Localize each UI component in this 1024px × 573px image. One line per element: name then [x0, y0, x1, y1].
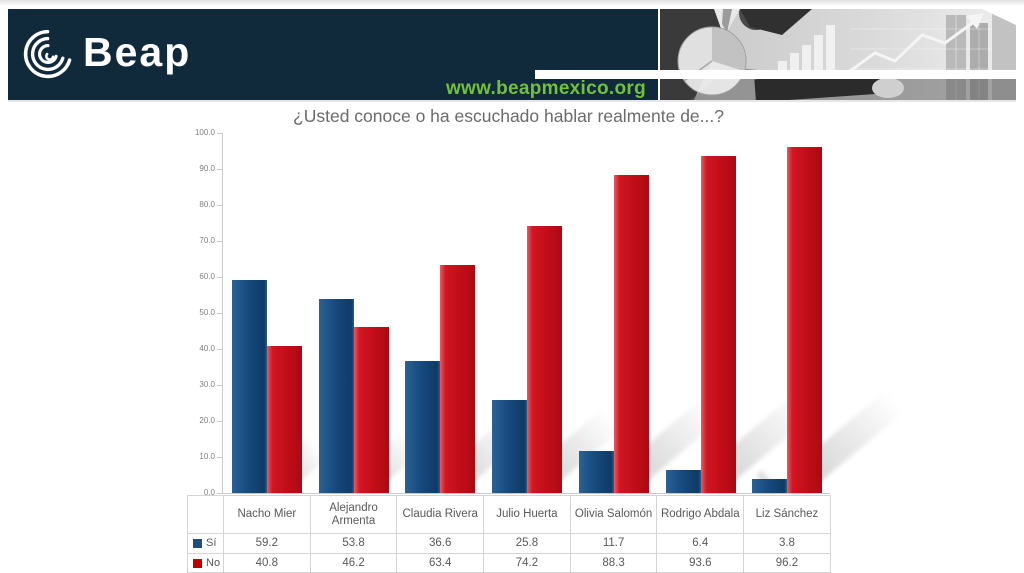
value-si-1: 53.8: [310, 534, 398, 554]
bar-no-4: [613, 175, 649, 493]
value-no-2: 63.4: [397, 554, 485, 573]
value-si-4: 11.7: [570, 534, 658, 554]
banner-white-stripe: [535, 70, 1016, 79]
y-axis-tick: [217, 168, 222, 170]
y-axis-tick: [217, 276, 222, 278]
legend-label: No: [206, 556, 221, 569]
bar-si-1: [318, 299, 354, 493]
legend-cell-no: No: [188, 554, 224, 573]
data-table: Nacho Mier Alejandro Armenta Claudia River…: [187, 495, 831, 573]
photo-corner-cut: [982, 9, 1016, 25]
header-banner: Beap www.beapmexico.org: [8, 9, 1016, 102]
category-header-4: Olivia Salomón: [570, 496, 658, 534]
bar-no-5: [700, 156, 736, 493]
value-no-4: 88.3: [570, 554, 658, 573]
y-axis-label: 60.0: [199, 272, 215, 281]
bar-si-4: [578, 450, 614, 493]
value-no-5: 93.6: [657, 554, 745, 573]
y-axis-label: 90.0: [199, 164, 215, 173]
value-no-6: 96.2: [744, 554, 831, 573]
beap-swirl-icon: [23, 29, 73, 79]
chart-title: ¿Usted conoce o ha escuchado hablar real…: [293, 106, 724, 126]
beap-logo-text: Beap: [83, 28, 192, 75]
legend-swatch-no: [193, 558, 202, 568]
legend-cell-si: Sí: [188, 534, 224, 554]
top-edge-strip: [0, 0, 1024, 6]
category-header-1: Alejandro Armenta: [310, 496, 398, 534]
bar-si-0: [232, 279, 267, 493]
value-si-0: 59.2: [224, 534, 311, 554]
y-axis-tick: [217, 420, 222, 422]
y-axis-label: 50.0: [199, 308, 215, 317]
value-si-5: 6.4: [657, 534, 745, 554]
y-axis-tick: [217, 492, 222, 494]
value-si-3: 25.8: [484, 534, 571, 554]
value-no-3: 74.2: [484, 554, 571, 573]
value-si-2: 36.6: [397, 534, 485, 554]
bar-no-6: [787, 146, 823, 493]
y-axis-label: 0.0: [203, 488, 215, 497]
bar-no-1: [353, 326, 389, 493]
value-no-1: 46.2: [310, 554, 398, 573]
y-axis-tick: [217, 456, 222, 458]
bar-si-2: [405, 361, 441, 493]
y-axis-tick: [217, 348, 222, 350]
category-header-6: Liz Sánchez: [744, 496, 831, 534]
value-no-0: 40.8: [224, 554, 311, 573]
y-axis-label: 20.0: [199, 416, 215, 425]
value-si-6: 3.8: [744, 534, 831, 554]
y-axis-label: 100.0: [194, 128, 215, 137]
y-axis-label: 70.0: [199, 236, 215, 245]
legend-label: Sí: [206, 537, 217, 550]
table-corner-cell: [188, 496, 224, 534]
bar-no-3: [527, 225, 563, 493]
banner-navy-panel: Beap www.beapmexico.org: [8, 9, 658, 100]
y-axis-tick: [217, 132, 222, 134]
legend-swatch-si: [193, 539, 202, 548]
category-header-2: Claudia Rivera: [397, 496, 485, 534]
y-axis-label: 10.0: [199, 452, 215, 461]
y-axis-tick: [217, 312, 222, 314]
bar-si-3: [492, 400, 528, 493]
y-axis-tick: [217, 240, 222, 242]
y-axis-label: 80.0: [199, 200, 215, 209]
y-axis-label: 40.0: [199, 344, 215, 353]
y-axis-label: 30.0: [199, 380, 215, 389]
bar-no-2: [440, 264, 476, 493]
beap-logo: Beap: [20, 20, 191, 88]
plot-area: 0.0 10.0 20.0 30.0 40.0 50.0 60.0 70.0 80.0 90.0 1…: [195, 128, 905, 497]
bar-no-0: [267, 346, 302, 493]
y-axis-tick: [217, 384, 222, 386]
category-header-5: Rodrigo Abdala: [657, 496, 745, 534]
banner-bottom-shadow: [8, 100, 1016, 102]
business-photo-graphic: [660, 9, 1016, 100]
category-header-0: Nacho Mier: [224, 496, 311, 534]
header-photo-business: [660, 9, 1016, 100]
y-axis-tick: [217, 204, 222, 206]
bar-si-5: [665, 469, 701, 493]
category-header-3: Julio Huerta: [484, 496, 571, 534]
bar-si-6: [752, 479, 788, 493]
site-url: www.beapmexico.org: [445, 78, 646, 99]
